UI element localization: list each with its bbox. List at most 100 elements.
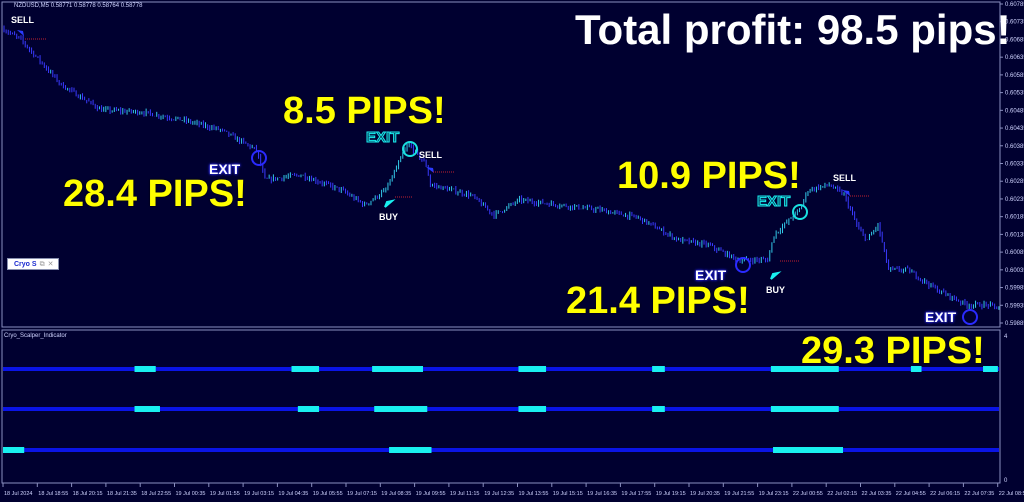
indicator-active-segment [389, 447, 432, 453]
time-tick-label: 19 Jul 01:55 [210, 491, 240, 497]
time-tick-label: 19 Jul 12:35 [484, 491, 514, 497]
time-tick-label: 18 Jul 22:55 [141, 491, 171, 497]
exit-circle-icon [735, 257, 751, 273]
indicator-label: Cryo_Scalper_Indicator [4, 333, 67, 339]
price-tick-label: 0.59885 [1005, 321, 1024, 327]
pips-label: 21.4 PIPS! [566, 280, 750, 322]
price-tick-label: 0.60635 [1005, 55, 1024, 61]
exit-label: EXIT [756, 193, 791, 210]
time-tick-label: 19 Jul 19:15 [656, 491, 686, 497]
price-tick-label: 0.60185 [1005, 215, 1024, 221]
panel-button-label: Cryo S [14, 261, 37, 268]
buy-label: BUY [379, 212, 399, 222]
time-axis: 18 Jul 2024 18 Jul 18:55 18 Jul 20:15 18 Ju… [2, 483, 1024, 497]
indicator-active-segment [518, 406, 547, 412]
price-tick-label: 0.60085 [1005, 250, 1024, 256]
indicator-panel-border [1, 329, 1001, 484]
price-tick-label: 0.60385 [1005, 144, 1024, 150]
buy-label: BUY [766, 285, 786, 295]
time-tick-label: 19 Jul 07:15 [347, 491, 377, 497]
exit-circle-icon [402, 141, 418, 157]
time-tick-label: 22 Jul 03:35 [862, 491, 892, 497]
time-tick-label: 19 Jul 23:15 [759, 491, 789, 497]
signal-markers [17, 30, 978, 325]
ohlc: 0.58771 0.58778 0.58764 0.58778 [50, 3, 143, 9]
time-tick-label: 19 Jul 09:55 [416, 491, 446, 497]
price-tick-label: 0.60285 [1005, 179, 1024, 185]
time-tick-label: 18 Jul 20:15 [73, 491, 103, 497]
time-tick-label: 18 Jul 21:35 [107, 491, 137, 497]
time-tick-label: 18 Jul 2024 [4, 491, 32, 497]
sell-label: SELL [833, 173, 857, 183]
indicator-active-segment [652, 366, 665, 372]
indicator-active-segment [518, 366, 547, 372]
time-tick-label: 19 Jul 00:35 [176, 491, 206, 497]
time-tick-label: 19 Jul 11:15 [450, 491, 480, 497]
indicator-active-segment [134, 366, 156, 372]
sell-label: SELL [11, 15, 35, 25]
exit-label: EXIT [695, 267, 727, 283]
exit-label: EXIT [365, 129, 400, 146]
time-tick-label: 19 Jul 04:35 [278, 491, 308, 497]
pips-label: 8.5 PIPS! [283, 90, 446, 132]
time-tick-label: 19 Jul 08:35 [381, 491, 411, 497]
indicator-active-segment [773, 447, 844, 453]
indicator-axis-top: 4 [1004, 334, 1008, 340]
price-tick-label: 0.59985 [1005, 286, 1024, 292]
price-tick-label: 0.59935 [1005, 303, 1024, 309]
exit-circle-icon [962, 309, 978, 325]
exit-circle-icon [792, 204, 808, 220]
price-candles [3, 25, 1000, 310]
cryo-panel-button[interactable]: Cryo S ⧉ ✕ [7, 258, 59, 270]
pips-label: 29.3 PIPS! [801, 330, 985, 372]
sell-arrow-icon [842, 190, 850, 196]
time-tick-label: 18 Jul 18:55 [38, 491, 68, 497]
chart-header: NZDUSD,M5 0.58771 0.58778 0.58764 0.5877… [14, 3, 142, 9]
restore-icon[interactable]: ⧉ [39, 261, 45, 268]
time-tick-label: 19 Jul 15:15 [553, 491, 583, 497]
indicator-active-segment [374, 406, 428, 412]
sell-arrow-icon [426, 167, 434, 173]
indicator-axis-bottom: 0 [1004, 478, 1008, 484]
time-tick-label: 19 Jul 17:55 [621, 491, 651, 497]
time-tick-label: 22 Jul 08:55 [999, 491, 1024, 497]
main-chart-border [1, 1, 1001, 328]
close-icon[interactable]: ✕ [47, 261, 54, 268]
pips-label: 28.4 PIPS! [63, 173, 247, 215]
time-tick-label: 19 Jul 21:55 [724, 491, 754, 497]
exit-label: EXIT [209, 161, 241, 177]
buy-arrow-icon [384, 199, 396, 208]
buy-arrow-icon [770, 271, 782, 280]
indicator-active-segment [770, 406, 839, 412]
indicator-active-segment [134, 406, 160, 412]
price-tick-label: 0.60435 [1005, 126, 1024, 132]
time-tick-label: 22 Jul 07:35 [964, 491, 994, 497]
indicator-active-segment [983, 366, 998, 372]
symbol: NZDUSD,M5 [14, 3, 50, 9]
price-tick-label: 0.60335 [1005, 162, 1024, 168]
price-tick-label: 0.60135 [1005, 232, 1024, 238]
price-axis: 0.60785 0.60735 0.60685 0.60635 0.60585 0.605… [1000, 2, 1024, 484]
time-tick-label: 22 Jul 02:15 [827, 491, 857, 497]
time-tick-label: 22 Jul 04:55 [896, 491, 926, 497]
time-tick-label: 19 Jul 13:55 [519, 491, 549, 497]
price-tick-label: 0.60585 [1005, 73, 1024, 79]
time-tick-label: 19 Jul 16:35 [587, 491, 617, 497]
price-tick-label: 0.60685 [1005, 37, 1024, 43]
price-tick-label: 0.60785 [1005, 2, 1024, 8]
indicator-active-segment [910, 366, 922, 372]
indicator-active-segment [372, 366, 424, 372]
exit-circle-icon [251, 150, 267, 166]
sell-arrow-icon [17, 30, 24, 36]
time-tick-label: 22 Jul 00:55 [793, 491, 823, 497]
indicator-active-segment [652, 406, 665, 412]
indicator-active-segment [291, 366, 320, 372]
price-tick-label: 0.60485 [1005, 108, 1024, 114]
price-tick-label: 0.60735 [1005, 20, 1024, 26]
indicator-active-segment [770, 366, 839, 372]
time-tick-label: 19 Jul 05:55 [313, 491, 343, 497]
time-tick-label: 22 Jul 06:15 [930, 491, 960, 497]
pips-label: 10.9 PIPS! [617, 155, 801, 197]
